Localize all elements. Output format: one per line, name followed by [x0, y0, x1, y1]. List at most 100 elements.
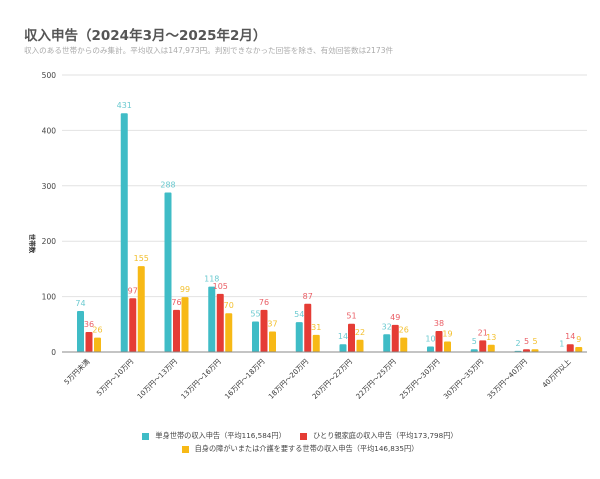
legend-item-single: 単身世帯の収入申告（平均116,584円）: [142, 431, 286, 441]
bar: [470, 349, 478, 352]
data-label: 55: [250, 310, 260, 319]
bar: [164, 192, 172, 352]
data-label: 14: [565, 332, 575, 341]
data-label: 74: [75, 299, 85, 308]
bar: [427, 346, 434, 352]
data-label: 155: [134, 254, 149, 263]
bar: [252, 321, 259, 352]
x-tick-label: 25万円～30万円: [398, 358, 441, 401]
bar: [391, 324, 399, 352]
y-tick-label: 500: [42, 71, 57, 80]
data-label: 118: [204, 275, 219, 284]
x-tick-label: 20万円～22万円: [311, 358, 354, 401]
bar: [225, 313, 233, 352]
y-tick-label: 300: [42, 182, 57, 191]
bar: [566, 344, 574, 352]
x-tick-label: 10万円～13万円: [136, 358, 179, 401]
bar: [94, 337, 101, 352]
data-label: 105: [213, 282, 228, 291]
bar: [312, 334, 320, 352]
data-label: 32: [382, 322, 392, 331]
data-label: 49: [390, 313, 400, 322]
x-tick-label: 22万円～25万円: [355, 358, 398, 401]
x-tick-label: 18万円～20万円: [267, 358, 310, 401]
bar: [173, 309, 180, 352]
y-tick-label: 400: [42, 126, 57, 135]
bar: [383, 334, 391, 352]
y-tick-label: 0: [51, 348, 56, 357]
bar: [181, 297, 189, 352]
data-label: 5: [472, 337, 477, 346]
data-label: 54: [294, 310, 304, 319]
bar: [487, 344, 495, 352]
data-label: 76: [259, 298, 269, 307]
data-label: 431: [117, 101, 132, 110]
bar: [444, 341, 451, 352]
bar: [129, 298, 137, 352]
data-label: 26: [92, 326, 102, 335]
y-axis-label: 世帯数: [28, 234, 37, 254]
legend-row-1: 単身世帯の収入申告（平均116,584円） ひとり親家庭の収入申告（平均173,…: [0, 431, 600, 442]
data-label: 1: [559, 339, 564, 348]
chart-title: 収入申告（2024年3月～2025年2月）: [24, 28, 267, 44]
y-tick-label: 100: [42, 293, 57, 302]
x-tick-label: 30万円～35万円: [442, 358, 485, 401]
data-label: 14: [338, 332, 348, 341]
x-tick-label: 5万円未満: [62, 357, 91, 386]
data-label: 13: [486, 333, 496, 342]
data-label: 31: [311, 323, 321, 332]
data-label: 99: [180, 285, 190, 294]
bar: [77, 311, 84, 352]
legend-item-single-parent: ひとり親家庭の収入申告（平均173,798円）: [300, 431, 458, 441]
bar: [260, 309, 268, 352]
bar: [304, 303, 312, 352]
bar: [216, 293, 224, 352]
x-tick-label: 35万円～40万円: [486, 358, 529, 401]
x-tick-label: 13万円～16万円: [180, 358, 223, 401]
legend-label: ひとり親家庭の収入申告（平均173,798円）: [313, 431, 458, 440]
x-tick-label: 5万円～10万円: [95, 358, 135, 398]
bar: [356, 339, 364, 352]
data-label: 21: [478, 328, 488, 337]
legend-item-disability-care: 自身の障がいまたは介護を要する世帯の収入申告（平均146,835円）: [181, 444, 419, 454]
bar: [575, 347, 583, 352]
x-tick-label: 16万円～18万円: [223, 358, 266, 401]
legend-swatch: [142, 432, 150, 440]
bar: [208, 286, 216, 352]
bar: [523, 349, 530, 352]
data-label: 37: [267, 320, 277, 329]
data-label: 70: [224, 301, 234, 310]
x-tick-label: 40万円以上: [540, 357, 572, 389]
legend-label: 自身の障がいまたは介護を要する世帯の収入申告（平均146,835円）: [194, 444, 419, 453]
bar: [120, 113, 128, 352]
bar: [435, 330, 443, 352]
bar: [400, 337, 408, 352]
data-label: 10: [425, 334, 435, 343]
data-label: 87: [303, 292, 313, 301]
bar: [348, 323, 355, 352]
data-label: 5: [524, 337, 529, 346]
data-label: 2: [515, 339, 520, 348]
data-label: 19: [442, 329, 452, 338]
legend-swatch: [300, 432, 308, 440]
data-label: 51: [346, 312, 356, 321]
data-label: 9: [576, 335, 581, 344]
bar: [295, 322, 303, 352]
y-tick-label: 200: [42, 237, 57, 246]
bar: [339, 344, 347, 352]
bar: [85, 332, 93, 352]
bar: [479, 340, 487, 352]
legend-row-2: 自身の障がいまたは介護を要する世帯の収入申告（平均146,835円）: [0, 444, 600, 455]
chart-subtitle: 収入のある世帯からのみ集計。平均収入は147,973円。判別できなかった回答を除…: [24, 46, 394, 55]
legend-swatch: [181, 445, 189, 453]
data-label: 76: [171, 298, 181, 307]
data-label: 36: [84, 320, 94, 329]
legend-label: 単身世帯の収入申告（平均116,584円）: [155, 431, 286, 440]
data-label: 288: [160, 180, 175, 189]
data-label: 26: [399, 326, 409, 335]
bar: [531, 349, 539, 352]
data-label: 97: [128, 286, 138, 295]
bar: [269, 331, 276, 352]
data-label: 22: [355, 328, 365, 337]
